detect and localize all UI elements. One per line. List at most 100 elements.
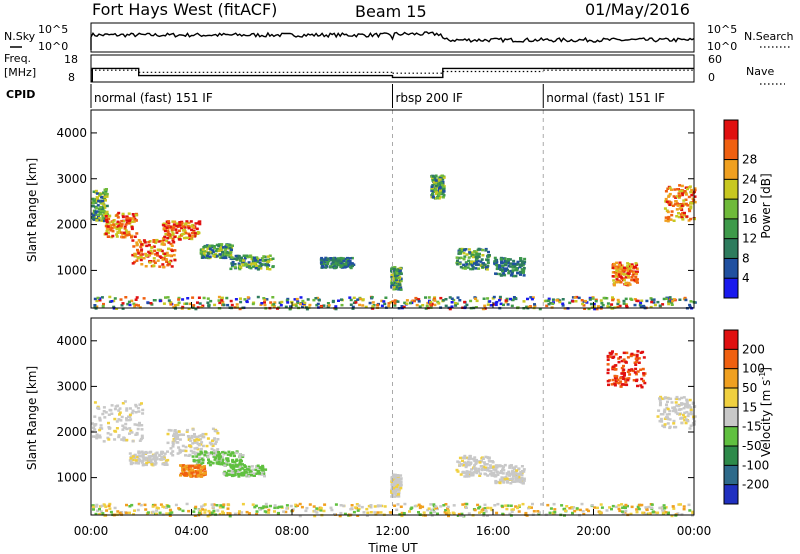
echo-cell: [113, 417, 117, 421]
echo-cell: [208, 463, 212, 467]
echo-cell: [662, 425, 666, 428]
echo-cell: [429, 511, 433, 515]
echo-cell: [367, 504, 371, 508]
echo-cell: [414, 296, 418, 300]
echo-cell: [190, 228, 194, 232]
echo-cell: [135, 423, 139, 427]
echo-cell: [162, 302, 166, 305]
echo-cell: [555, 298, 559, 302]
echo-cell: [127, 233, 131, 236]
echo-cell: [176, 441, 180, 444]
echo-cell: [637, 361, 641, 364]
echo-cell: [509, 262, 512, 265]
echo-cell: [120, 223, 124, 226]
echo-cell: [666, 417, 670, 421]
echo-cell: [514, 505, 518, 508]
echo-cell: [220, 256, 224, 259]
echo-cell: [620, 366, 624, 370]
echo-cell: [672, 422, 676, 425]
echo-cell: [441, 177, 445, 181]
freq-tick-low: 8: [68, 71, 75, 84]
echo-cell: [223, 249, 227, 252]
echo-cell: [486, 303, 490, 306]
echo-cell: [663, 417, 667, 420]
echo-cell: [379, 511, 383, 514]
echo-cell: [529, 296, 533, 299]
echo-cell: [469, 267, 473, 271]
echo-cell: [403, 502, 407, 506]
echo-cell: [520, 465, 524, 468]
echo-cell: [516, 262, 520, 265]
echo-cell: [678, 189, 682, 193]
echo-cell: [142, 239, 146, 242]
echo-cell: [689, 424, 693, 427]
echo-cell: [473, 459, 477, 463]
echo-cell: [624, 506, 627, 510]
echo-cell: [689, 406, 693, 409]
echo-cell: [232, 472, 236, 476]
echo-cell: [676, 204, 680, 207]
echo-cell: [177, 229, 181, 232]
echo-cell: [624, 503, 628, 507]
x-tick-label: 04:00: [174, 524, 209, 538]
echo-cell: [135, 296, 139, 299]
echo-cell: [615, 375, 619, 378]
echo-cell: [97, 199, 101, 203]
echo-cell: [106, 225, 110, 228]
echo-cell: [195, 438, 199, 441]
echo-cell: [627, 265, 631, 268]
echo-cell: [561, 304, 565, 307]
echo-cell: [680, 193, 684, 197]
echo-cell: [133, 260, 137, 264]
echo-cell: [415, 303, 419, 307]
echo-cell: [480, 465, 484, 468]
echo-cell: [674, 408, 678, 411]
echo-cell: [684, 193, 688, 196]
echo-cell: [124, 511, 128, 515]
echo-cell: [291, 509, 295, 513]
echo-cell: [665, 200, 669, 204]
echo-cell: [670, 213, 674, 217]
echo-cell: [229, 251, 233, 254]
x-axis-label: Time UT: [367, 541, 418, 554]
echo-cell: [356, 298, 360, 301]
echo-cell: [91, 504, 95, 507]
echo-cell: [163, 235, 167, 239]
echo-cell: [168, 512, 172, 515]
echo-cell: [432, 510, 436, 514]
echo-cell: [116, 220, 120, 224]
echo-cell: [349, 265, 353, 269]
echo-cell: [122, 220, 126, 223]
echo-cell: [360, 505, 364, 509]
echo-cell: [258, 265, 262, 268]
echo-cell: [238, 468, 242, 471]
echo-cell: [613, 384, 617, 387]
echo-cell: [495, 267, 499, 271]
echo-cell: [505, 260, 509, 263]
echo-cell: [104, 195, 108, 198]
echo-cell: [474, 263, 478, 267]
noise-trace: [90, 31, 695, 50]
echo-cell: [507, 264, 511, 268]
echo-cell: [653, 303, 657, 307]
echo-cell: [214, 456, 218, 460]
echo-cell: [635, 360, 639, 364]
echo-cell: [153, 299, 157, 302]
echo-cell: [426, 508, 430, 512]
colorbar-swatch: [724, 330, 738, 350]
echo-cell: [495, 511, 499, 515]
echo-cell: [301, 299, 305, 303]
echo-cell: [511, 274, 515, 278]
echo-cell: [475, 299, 479, 303]
echo-cell: [331, 260, 335, 263]
echo-cell: [148, 451, 152, 454]
echo-cell: [208, 511, 212, 515]
echo-cell: [261, 506, 265, 510]
echo-cell: [155, 509, 159, 512]
colorbar-swatch: [724, 179, 738, 200]
echo-cell: [166, 229, 170, 232]
echo-cell: [239, 297, 242, 300]
echo-cell: [458, 252, 462, 255]
echo-cell: [462, 263, 466, 267]
echo-cell: [680, 421, 684, 425]
